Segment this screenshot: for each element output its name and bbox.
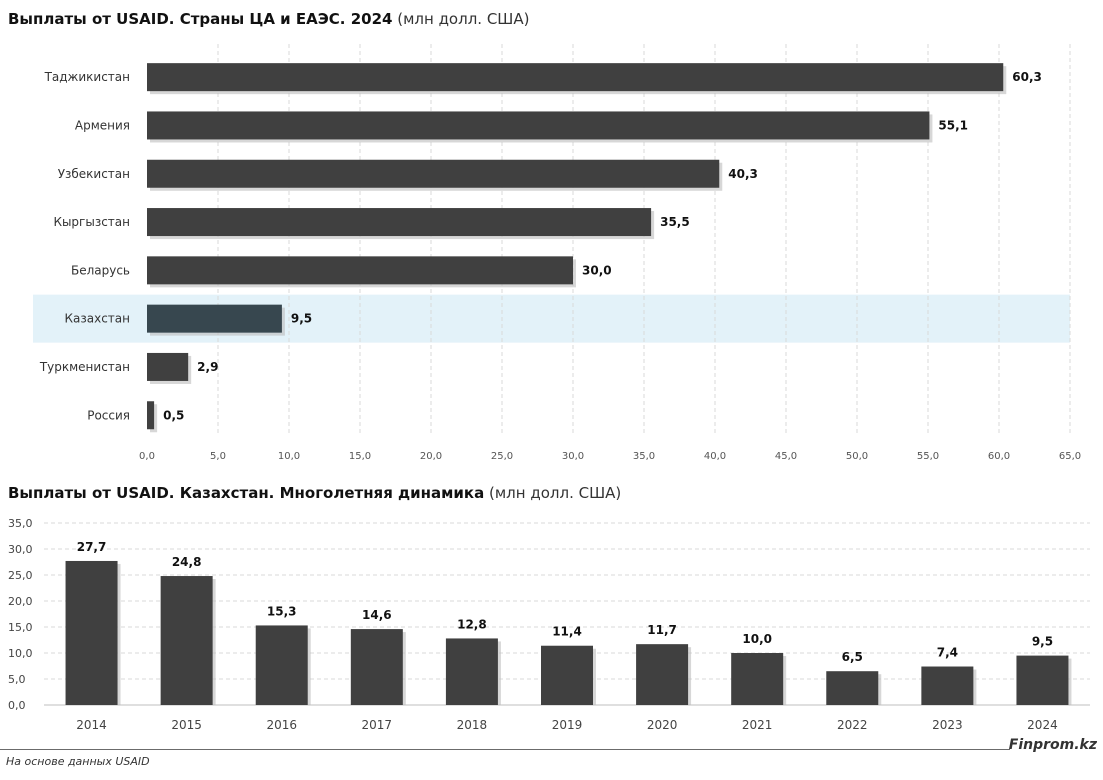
bar <box>147 352 189 381</box>
bar <box>255 625 308 705</box>
x-tick-label: 15,0 <box>349 451 371 462</box>
x-tick-label: 2022 <box>837 718 868 732</box>
x-tick-label: 0,0 <box>139 451 155 462</box>
chart2-title: Выплаты от USAID. Казахстан. Многолетняя… <box>8 484 621 502</box>
x-tick-label: 2020 <box>647 718 678 732</box>
x-tick-label: 25,0 <box>491 451 513 462</box>
value-label: 9,5 <box>1032 635 1053 649</box>
x-tick-label: 65,0 <box>1059 451 1081 462</box>
value-label: 7,4 <box>937 646 958 660</box>
value-label: 55,1 <box>938 118 968 132</box>
value-label: 2,9 <box>197 360 218 374</box>
x-tick-label: 60,0 <box>988 451 1010 462</box>
x-tick-label: 2021 <box>742 718 773 732</box>
value-label: 40,3 <box>728 167 758 181</box>
chart1-title-unit: (млн долл. США) <box>397 10 530 28</box>
source-note: На основе данных USAID <box>6 755 150 768</box>
bar <box>541 645 593 705</box>
x-tick-label: 2014 <box>76 718 107 732</box>
value-label: 6,5 <box>842 650 863 664</box>
bar <box>147 401 155 430</box>
value-label: 14,6 <box>362 608 392 622</box>
y-tick-label: 10,0 <box>8 647 33 660</box>
x-tick-label: 2019 <box>552 718 583 732</box>
chart2-title-unit: (млн долл. США) <box>489 484 622 502</box>
footer-divider <box>0 749 1010 750</box>
y-tick-label: 15,0 <box>8 621 33 634</box>
x-tick-label: 40,0 <box>704 451 726 462</box>
bar <box>636 644 689 705</box>
category-label: Казахстан <box>65 312 131 326</box>
value-label: 11,7 <box>647 623 677 637</box>
y-tick-label: 20,0 <box>8 595 33 608</box>
bar <box>445 638 498 705</box>
x-tick-label: 20,0 <box>420 451 442 462</box>
bar <box>826 671 879 705</box>
chart2-title-text: Выплаты от USAID. Казахстан. Многолетняя… <box>8 484 485 502</box>
bar <box>160 576 213 705</box>
value-label: 35,5 <box>660 215 690 229</box>
bar <box>147 304 282 333</box>
y-tick-label: 5,0 <box>8 673 26 686</box>
bar <box>1016 655 1069 705</box>
category-label: Узбекистан <box>58 167 130 181</box>
x-tick-label: 2017 <box>362 718 393 732</box>
bar <box>731 653 784 705</box>
kazakhstan-dynamics-chart: 0,0 5,0 10,0 15,0 20,0 25,0 30,0 35,0 27,7 2014 24… <box>8 517 1090 732</box>
y-tick-label: 30,0 <box>8 543 33 556</box>
y-tick-label: 25,0 <box>8 569 33 582</box>
x-tick-label: 35,0 <box>633 451 655 462</box>
x-tick-label: 2018 <box>457 718 488 732</box>
bar <box>147 256 573 285</box>
x-tick-label: 45,0 <box>775 451 797 462</box>
value-label: 9,5 <box>291 312 312 326</box>
bar <box>147 63 1004 92</box>
x-tick-label: 5,0 <box>210 451 226 462</box>
y-tick-label: 0,0 <box>8 699 26 712</box>
category-label: Кыргызстан <box>53 215 130 229</box>
value-label: 11,4 <box>552 625 582 639</box>
bar <box>65 560 118 705</box>
category-label: Россия <box>87 408 130 422</box>
value-label: 30,0 <box>582 263 612 277</box>
category-label: Армения <box>75 118 130 132</box>
value-label: 0,5 <box>163 408 184 422</box>
value-label: 12,8 <box>457 617 487 631</box>
x-tick-label: 2023 <box>932 718 963 732</box>
x-tick-label: 2024 <box>1027 718 1058 732</box>
x-tick-label: 2016 <box>266 718 297 732</box>
bar <box>350 629 403 705</box>
brand-label: Finprom.kz <box>1008 737 1097 753</box>
y-tick-label: 35,0 <box>8 517 33 530</box>
category-label: Таджикистан <box>44 70 130 84</box>
x-tick-label: 10,0 <box>278 451 300 462</box>
value-label: 60,3 <box>1012 70 1042 84</box>
bar <box>147 208 652 237</box>
x-tick-label: 2015 <box>171 718 202 732</box>
bar <box>147 111 930 140</box>
chart1-title: Выплаты от USAID. Страны ЦА и ЕАЭС. 2024… <box>8 10 529 28</box>
x-tick-label: 30,0 <box>562 451 584 462</box>
country-bar-chart: 0,0 5,0 10,0 15,0 20,0 25,0 30,0 35,0 40,0 45,0 50… <box>33 44 1081 462</box>
category-label: Туркменистан <box>39 360 130 374</box>
x-tick-label: 55,0 <box>917 451 939 462</box>
value-label: 27,7 <box>77 540 107 554</box>
bar <box>147 159 720 188</box>
value-label: 10,0 <box>742 632 772 646</box>
x-tick-label: 50,0 <box>846 451 868 462</box>
bar <box>921 666 974 705</box>
chart1-title-text: Выплаты от USAID. Страны ЦА и ЕАЭС. 2024 <box>8 10 393 28</box>
value-label: 24,8 <box>172 555 202 569</box>
value-label: 15,3 <box>267 604 297 618</box>
category-label: Беларусь <box>71 263 130 277</box>
